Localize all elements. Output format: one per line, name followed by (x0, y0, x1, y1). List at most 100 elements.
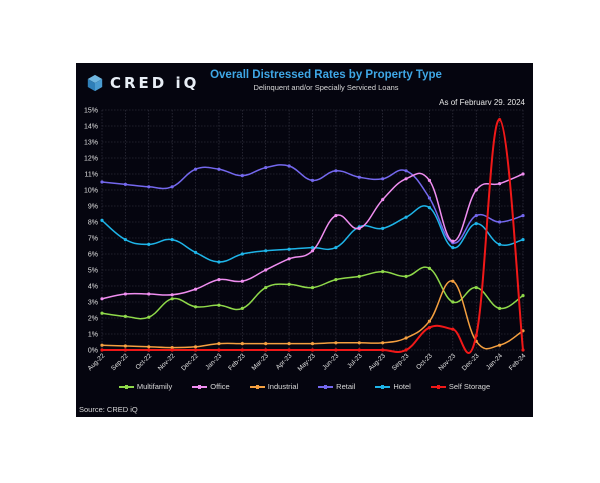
data-point-industrial (357, 341, 361, 345)
data-point-retail (240, 174, 244, 178)
legend-swatch (118, 384, 134, 389)
data-point-hotel (217, 260, 221, 264)
y-tick-label: 5% (88, 268, 98, 275)
data-point-retail (427, 196, 432, 200)
data-point-retail (264, 166, 268, 170)
data-point-hotel (404, 215, 408, 219)
data-point-hotel (170, 238, 174, 242)
legend-swatch (430, 384, 446, 389)
y-tick-label: 8% (88, 220, 98, 227)
x-tick-label: Dec-23 (461, 352, 481, 372)
data-point-hotel (193, 250, 198, 254)
data-point-self-storage (498, 118, 502, 122)
x-tick-label: Sep-23 (391, 352, 411, 372)
legend-item-office: Office (192, 382, 230, 391)
data-point-multifamily (100, 311, 104, 315)
data-point-office (357, 226, 361, 230)
x-tick-label: Mar-23 (251, 352, 271, 372)
grid (101, 109, 524, 351)
as-of-date: As of Februarv 29. 2024 (439, 98, 525, 107)
data-point-hotel (334, 246, 338, 250)
data-point-office (310, 249, 315, 253)
x-tick-label: Jun-23 (321, 352, 340, 371)
y-tick-label: 9% (88, 204, 98, 211)
data-point-office (474, 188, 478, 192)
data-point-office (170, 293, 174, 297)
data-point-hotel (310, 246, 315, 250)
data-point-office (381, 198, 385, 202)
data-point-industrial (381, 341, 385, 345)
x-tick-label: Feb-23 (227, 352, 247, 372)
data-point-multifamily (451, 300, 455, 304)
data-point-industrial (193, 345, 198, 349)
x-tick-label: Jan-23 (204, 352, 223, 371)
data-point-industrial (123, 344, 127, 348)
data-point-self-storage (217, 348, 221, 352)
logo-text: CRED iQ (110, 74, 200, 92)
data-point-self-storage (451, 327, 455, 331)
series-hotel (100, 205, 525, 264)
logo: CRED iQ (86, 74, 199, 92)
data-point-self-storage (474, 334, 478, 338)
data-point-self-storage (193, 348, 198, 352)
data-point-multifamily (427, 266, 432, 270)
source-note: Source: CRED iQ (79, 405, 138, 414)
y-tick-label: 11% (85, 172, 99, 179)
data-point-self-storage (287, 348, 291, 352)
data-point-multifamily (287, 282, 291, 286)
data-point-industrial (310, 342, 315, 346)
y-tick-label: 4% (88, 284, 98, 291)
data-point-retail (381, 177, 385, 181)
x-tick-label: Oct-23 (415, 352, 434, 371)
x-tick-label: Nov-23 (437, 352, 457, 372)
series-self-storage (100, 118, 525, 355)
data-point-office (217, 278, 221, 282)
x-tick-label: May-23 (297, 352, 318, 373)
legend-item-industrial: Industrial (249, 382, 298, 391)
data-point-multifamily (147, 315, 151, 319)
legend: Multifamily Office Industrial Retail Hotel Se… (76, 382, 533, 391)
chart-panel: CRED iQ Overall Distressed Rates by Prop… (76, 63, 533, 417)
series-lines (100, 118, 525, 355)
data-point-multifamily (381, 270, 385, 274)
data-point-office (334, 214, 338, 218)
data-point-office (264, 268, 268, 272)
x-tick-label: Jul-23 (346, 352, 364, 370)
x-tick-label: Jan-24 (485, 352, 504, 371)
data-point-hotel (498, 242, 502, 246)
data-point-retail (310, 178, 315, 182)
data-point-multifamily (123, 314, 127, 318)
data-point-multifamily (193, 305, 198, 309)
data-point-office (123, 292, 127, 296)
line-chart: 0% 1% 2% 3% 4% 5% 6% 7% 8% 9% 10% 11% 12% 13% 14% 15% A… (84, 108, 528, 373)
legend-item-retail: Retail (318, 382, 355, 391)
data-point-office (287, 257, 291, 261)
data-point-office (100, 297, 104, 301)
data-point-self-storage (521, 348, 525, 352)
legend-label: Office (210, 382, 230, 391)
data-point-industrial (100, 343, 104, 347)
data-point-self-storage (381, 348, 385, 352)
data-point-office (521, 172, 525, 176)
x-axis-ticks: Aug-22 Sep-22 Oct-22 Nov-22 Dec-22 Jan-23 Feb-… (87, 352, 528, 373)
chart-subtitle: Delinquent and/or Specially Serviced Loa… (253, 83, 399, 92)
x-tick-label: Oct-22 (134, 352, 153, 371)
legend-label: Retail (336, 382, 356, 391)
data-point-hotel (240, 252, 244, 256)
legend-item-multifamily: Multifamily (118, 382, 172, 391)
data-point-retail (100, 180, 104, 184)
series-multifamily (100, 266, 525, 320)
y-tick-label: 14% (84, 124, 98, 131)
data-point-office (451, 239, 455, 243)
y-tick-label: 6% (88, 252, 98, 259)
data-point-self-storage (123, 348, 127, 352)
legend-label: Hotel (393, 382, 411, 391)
y-tick-label: 15% (84, 108, 98, 115)
legend-swatch (249, 384, 265, 389)
data-point-industrial (170, 346, 174, 350)
data-point-industrial (404, 336, 408, 340)
y-tick-label: 0% (88, 348, 98, 355)
data-point-retail (123, 182, 127, 186)
data-point-retail (404, 169, 408, 173)
data-point-office (404, 177, 408, 181)
